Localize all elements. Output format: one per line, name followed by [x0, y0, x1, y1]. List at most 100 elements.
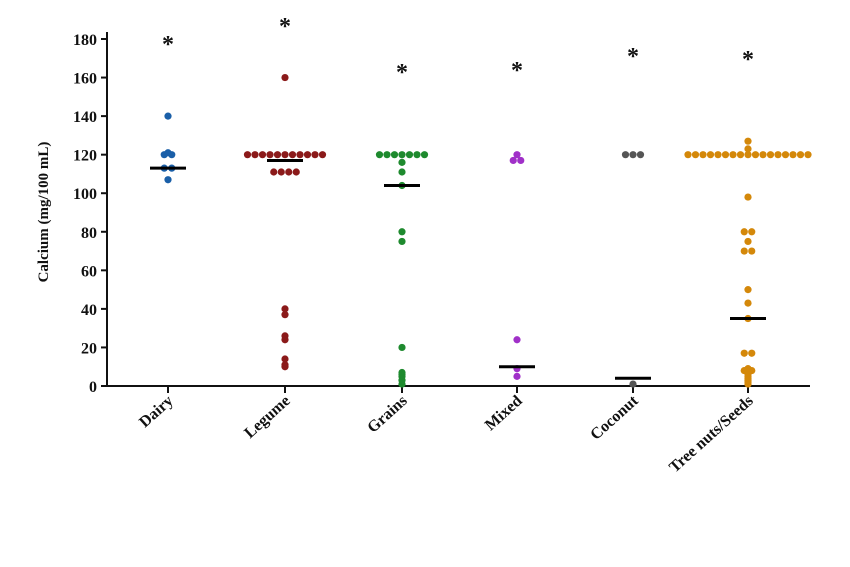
dot — [721, 151, 730, 159]
dot — [729, 151, 737, 159]
dot — [781, 151, 790, 159]
x-tick-label: Legume — [241, 392, 293, 442]
dot — [281, 311, 289, 319]
dot — [804, 151, 812, 159]
dot — [398, 158, 406, 166]
dot — [517, 156, 525, 165]
dot — [513, 372, 521, 380]
dot — [740, 349, 748, 357]
dot — [766, 151, 775, 159]
dot — [513, 151, 521, 159]
y-tick-label: 0 — [89, 379, 97, 396]
x-tick-label: Tree nuts/Seeds — [666, 392, 757, 476]
dot — [744, 145, 752, 153]
y-tick-label: 160 — [73, 71, 97, 88]
dot — [292, 168, 300, 176]
x-tick-label: Dairy — [136, 392, 176, 431]
dot — [796, 151, 805, 159]
dot — [164, 112, 172, 120]
y-tick-label: 140 — [73, 109, 97, 126]
annotation: * — [627, 44, 639, 70]
dot — [736, 151, 745, 159]
dot — [281, 336, 289, 344]
annotation: * — [742, 47, 754, 73]
dot — [318, 151, 327, 159]
dot — [774, 151, 782, 159]
dot — [748, 349, 756, 357]
dot — [285, 168, 293, 176]
dot — [288, 151, 297, 159]
dot — [744, 286, 752, 294]
dot — [383, 151, 391, 159]
dot — [168, 151, 176, 159]
dot — [629, 151, 637, 159]
dot — [243, 151, 252, 159]
y-tick-label: 40 — [81, 302, 97, 319]
dot — [744, 299, 752, 307]
dot — [744, 193, 752, 201]
dot — [744, 137, 752, 145]
dot — [420, 151, 429, 159]
dot — [509, 156, 517, 165]
dot — [405, 151, 414, 159]
dot — [740, 228, 748, 236]
dot — [277, 168, 285, 176]
dot — [270, 168, 278, 176]
dot — [744, 380, 752, 388]
y-tick-label: 60 — [81, 263, 97, 280]
dot — [375, 151, 384, 159]
dot — [751, 151, 760, 159]
dot — [160, 151, 168, 159]
dot — [398, 343, 406, 352]
dot — [714, 151, 722, 159]
dot — [789, 151, 797, 159]
dot — [413, 151, 421, 159]
dot — [629, 380, 637, 388]
dot — [281, 355, 289, 363]
annotation: * — [396, 60, 408, 86]
x-tick-label: Grains — [364, 392, 410, 436]
dot — [699, 151, 707, 159]
dot — [258, 151, 267, 159]
dot — [281, 151, 289, 159]
dot — [636, 151, 645, 159]
dot — [740, 247, 748, 255]
dot — [281, 305, 289, 313]
dot — [621, 151, 630, 159]
x-tick-label: Coconut — [587, 392, 642, 444]
dot — [759, 151, 767, 159]
annotation: * — [162, 32, 174, 58]
dot — [398, 380, 406, 388]
y-tick-label: 100 — [73, 186, 97, 203]
dot — [311, 151, 319, 159]
dot — [251, 151, 259, 159]
dot — [273, 151, 282, 159]
dot — [513, 336, 521, 344]
x-tick-label: Mixed — [482, 392, 526, 434]
y-tick-label: 120 — [73, 148, 97, 165]
y-tick-label: 20 — [81, 340, 97, 357]
dot — [398, 168, 406, 176]
dot — [398, 237, 406, 246]
dot — [398, 151, 406, 159]
dot — [684, 151, 692, 159]
dot — [390, 151, 399, 159]
annotation: * — [511, 58, 523, 84]
dot — [744, 151, 752, 159]
y-tick-label: 80 — [81, 225, 97, 242]
annotation: * — [279, 14, 291, 40]
dot — [266, 151, 274, 159]
dot — [398, 228, 406, 236]
y-axis-label: Calcium (mg/100 mL) — [36, 142, 52, 283]
dot — [748, 228, 756, 236]
dot — [281, 73, 289, 82]
dot — [164, 176, 172, 184]
y-tick-label: 180 — [73, 32, 97, 49]
dot — [744, 237, 752, 246]
dot — [303, 151, 312, 159]
dot — [296, 151, 304, 159]
dot — [691, 151, 700, 159]
dot — [706, 151, 715, 159]
dot — [281, 363, 289, 371]
